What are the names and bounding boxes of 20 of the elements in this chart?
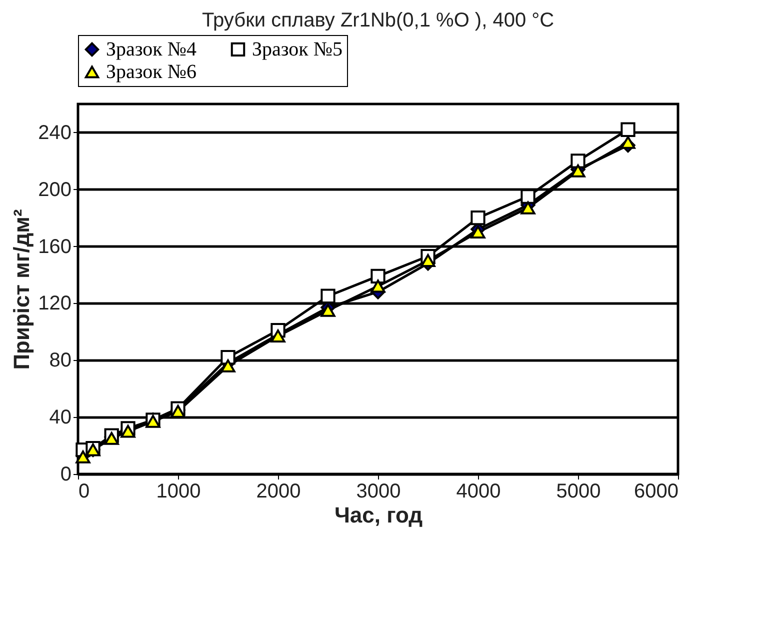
y-tick-label: 0 [60,464,72,486]
x-tick-label: 0 [78,480,90,502]
x-tick-label: 4000 [456,480,501,502]
x-tick-label: 6000 [634,480,678,502]
y-tick-label: 80 [49,350,72,372]
y-tick-label: 40 [49,406,72,429]
legend-label: Зразок №6 [106,61,196,83]
y-tick-label: 160 [38,236,72,258]
x-axis-title: Час, год [334,502,423,528]
legend-label: Зразок №4 [106,38,196,60]
y-axis-title: Приріст мг/дм² [9,209,34,370]
x-tick-label: 1000 [156,480,201,502]
x-tick-label: 3000 [356,480,401,502]
legend-label: Зразок №5 [252,38,342,60]
y-tick-label: 120 [38,292,72,315]
x-tick-label: 2000 [256,480,301,502]
y-tick-label: 240 [38,122,72,144]
x-tick-label: 5000 [556,480,601,502]
chart-title: Трубки сплаву Zr1Nb(0,1 %O ), 400 °C [202,10,554,32]
y-tick-label: 200 [38,178,72,201]
